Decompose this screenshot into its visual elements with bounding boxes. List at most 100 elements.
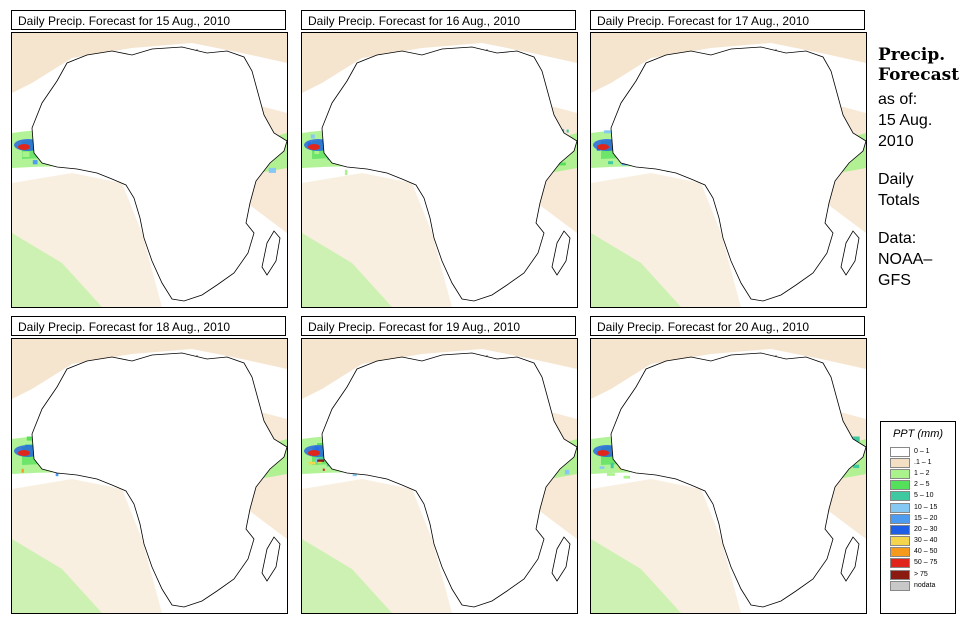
rain-cell <box>558 162 566 166</box>
panel-map <box>301 32 578 308</box>
panel-title: Daily Precip. Forecast for 15 Aug., 2010 <box>11 10 286 30</box>
panel-title: Daily Precip. Forecast for 16 Aug., 2010 <box>301 10 576 30</box>
legend-swatch <box>890 513 910 524</box>
legend-label: > 75 <box>914 570 928 578</box>
rain-cell <box>32 160 38 165</box>
legend-label: 50 – 75 <box>914 559 938 567</box>
island-outline <box>261 230 281 276</box>
legend-label: 20 – 30 <box>914 525 938 533</box>
island-outline <box>261 536 281 582</box>
rain-cell <box>317 443 325 446</box>
asof-year: 2010 <box>878 133 914 150</box>
heavy-rain-cell <box>308 450 320 456</box>
panel-title: Daily Precip. Forecast for 18 Aug., 2010 <box>11 316 286 336</box>
island-outline <box>551 230 571 276</box>
forecast-panel-5: Daily Precip. Forecast for 19 Aug., 2010 <box>301 316 578 614</box>
rain-cell <box>315 458 319 463</box>
legend-swatch <box>890 580 910 591</box>
legend-label: 15 – 20 <box>914 514 938 522</box>
side-title-line-1: Precip. <box>878 45 946 65</box>
heavy-rain-cell <box>597 450 609 456</box>
side-info: Precip. Forecast as of: 15 Aug. 2010 Dai… <box>878 45 963 291</box>
legend-swatch <box>890 536 910 547</box>
rain-cell <box>314 149 320 155</box>
precip-map <box>12 33 287 307</box>
data-source-1: NOAA– <box>878 251 933 268</box>
panel-map <box>301 338 578 614</box>
rain-cell <box>55 471 59 477</box>
legend-item: 30 – 40 <box>881 536 955 547</box>
legend-label: nodata <box>914 581 936 589</box>
panel-title: Daily Precip. Forecast for 17 Aug., 2010 <box>590 10 865 30</box>
rain-cell <box>564 469 570 475</box>
light-rain-area <box>591 539 681 613</box>
heavy-rain-cell <box>308 461 316 465</box>
side-title-line-2: Forecast <box>878 65 960 85</box>
precip-map <box>12 339 287 613</box>
legend-swatch <box>890 480 910 491</box>
heavy-rain-cell <box>322 468 325 471</box>
panel-map <box>590 32 867 308</box>
continent-outline <box>610 352 866 608</box>
heavy-rain-cell <box>318 461 322 464</box>
light-rain-area <box>12 33 287 93</box>
continent-outline <box>31 46 287 302</box>
legend-swatch <box>890 446 910 457</box>
legend-swatch <box>890 491 910 502</box>
light-rain-area <box>12 233 102 307</box>
light-rain-area <box>591 233 681 307</box>
light-rain-area <box>302 33 577 93</box>
legend-item: 5 – 10 <box>881 491 955 502</box>
legend-rows: 0 – 1 .1 – 1 1 – 2 2 – 5 5 – 10 10 – 15 15 – 2… <box>881 446 955 591</box>
light-rain-area <box>302 233 392 307</box>
legend-swatch <box>890 524 910 535</box>
data-label: Data: <box>878 230 917 247</box>
legend-swatch <box>890 468 910 479</box>
legend-item: 20 – 30 <box>881 524 955 535</box>
rain-cell <box>623 475 630 479</box>
precip-map <box>302 339 577 613</box>
rain-cell <box>273 466 282 472</box>
panel-title: Daily Precip. Forecast for 20 Aug., 2010 <box>590 316 865 336</box>
rain-cell <box>853 464 860 469</box>
rain-cell <box>344 169 348 176</box>
legend-item: 2 – 5 <box>881 480 955 491</box>
panel-title: Daily Precip. Forecast for 19 Aug., 2010 <box>301 316 576 336</box>
totals-label: Totals <box>878 192 920 209</box>
rain-cell <box>315 457 322 460</box>
legend: PPT (mm) 0 – 1 .1 – 1 1 – 2 2 – 5 5 – 10 10 –… <box>880 421 956 614</box>
rain-cell <box>268 167 276 173</box>
rain-cell <box>606 473 615 476</box>
rain-cell <box>604 130 612 134</box>
forecast-panel-4: Daily Precip. Forecast for 18 Aug., 2010 <box>11 316 288 614</box>
island-outline <box>840 230 860 276</box>
asof-label: as of: <box>878 91 918 108</box>
light-rain-area <box>12 339 287 399</box>
light-rain-area <box>302 539 392 613</box>
light-rain-area <box>591 33 866 93</box>
continent-outline <box>321 352 577 608</box>
legend-item: 10 – 15 <box>881 502 955 513</box>
light-rain-area <box>591 339 866 399</box>
legend-label: 2 – 5 <box>914 481 930 489</box>
legend-item: 15 – 20 <box>881 513 955 524</box>
rain-cell <box>852 436 860 442</box>
heavy-rain-cell <box>21 468 24 473</box>
precip-map <box>591 33 866 307</box>
heavy-rain-cell <box>18 144 30 150</box>
light-rain-area <box>12 539 102 613</box>
legend-item: 1 – 2 <box>881 468 955 479</box>
forecast-panel-2: Daily Precip. Forecast for 16 Aug., 2010 <box>301 10 578 308</box>
legend-label: 30 – 40 <box>914 537 938 545</box>
light-rain-area <box>302 339 577 399</box>
legend-swatch <box>890 547 910 558</box>
rain-cell <box>22 151 30 157</box>
precip-map <box>591 339 866 613</box>
panel-map <box>11 32 288 308</box>
forecast-panel-6: Daily Precip. Forecast for 20 Aug., 2010 <box>590 316 867 614</box>
precip-map <box>302 33 577 307</box>
legend-item: .1 – 1 <box>881 457 955 468</box>
legend-label: 5 – 10 <box>914 492 934 500</box>
legend-label: .1 – 1 <box>914 458 932 466</box>
legend-label: 1 – 2 <box>914 469 930 477</box>
